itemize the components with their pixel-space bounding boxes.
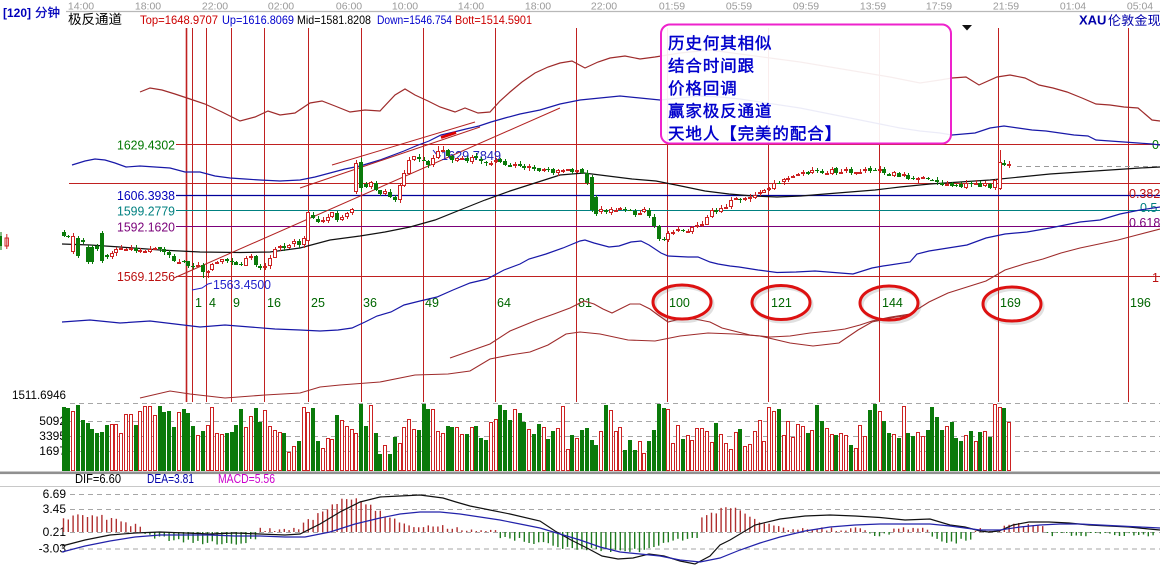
svg-text:DEA=3.81: DEA=3.81: [147, 472, 194, 486]
svg-text:17:59: 17:59: [926, 1, 952, 13]
svg-text:XAU: XAU: [1079, 13, 1106, 28]
svg-text:0.382: 0.382: [1129, 187, 1160, 201]
svg-text:6.69: 6.69: [43, 487, 67, 501]
svg-text:06:00: 06:00: [336, 1, 362, 13]
svg-text:[120]: [120]: [3, 6, 31, 20]
svg-text:3395: 3395: [39, 429, 66, 443]
svg-text:22:00: 22:00: [202, 1, 228, 13]
svg-text:14:00: 14:00: [68, 1, 94, 13]
svg-text:21:59: 21:59: [993, 1, 1019, 13]
svg-text:0.618: 0.618: [1129, 216, 1160, 230]
svg-text:1511.6946: 1511.6946: [12, 388, 66, 402]
svg-text:18:00: 18:00: [135, 1, 161, 13]
svg-text:3.45: 3.45: [43, 502, 67, 516]
svg-text:0.21: 0.21: [43, 525, 67, 539]
svg-text:05:04: 05:04: [1127, 1, 1153, 13]
svg-text:05:59: 05:59: [726, 1, 752, 13]
svg-text:1599.2779: 1599.2779: [117, 205, 175, 219]
svg-text:1569.1256: 1569.1256: [117, 270, 175, 284]
svg-text:18:00: 18:00: [525, 1, 551, 13]
svg-text:22:00: 22:00: [591, 1, 617, 13]
svg-text:9: 9: [233, 296, 240, 310]
svg-text:Top=1648.9707: Top=1648.9707: [140, 13, 218, 27]
svg-text:196: 196: [1130, 296, 1151, 310]
svg-text:1: 1: [195, 296, 202, 310]
svg-text:1629.4302: 1629.4302: [117, 139, 175, 153]
svg-text:0.5: 0.5: [1140, 201, 1157, 215]
svg-text:4: 4: [209, 296, 216, 310]
svg-text:1563.4500: 1563.4500: [213, 278, 271, 292]
svg-text:36: 36: [363, 296, 377, 310]
svg-text:5092: 5092: [39, 414, 66, 428]
svg-text:-3.03: -3.03: [39, 542, 67, 556]
svg-text:02:00: 02:00: [268, 1, 294, 13]
svg-text:Mid=1581.8208: Mid=1581.8208: [297, 13, 371, 27]
svg-text:09:59: 09:59: [793, 1, 819, 13]
svg-text:16: 16: [267, 296, 281, 310]
svg-text:169: 169: [1000, 296, 1021, 310]
svg-text:01:04: 01:04: [1060, 1, 1086, 13]
svg-text:10:00: 10:00: [392, 1, 418, 13]
svg-text:01:59: 01:59: [659, 1, 685, 13]
svg-text:1: 1: [1152, 271, 1159, 285]
svg-text:121: 121: [771, 296, 792, 310]
svg-text:Bott=1514.5901: Bott=1514.5901: [455, 13, 532, 27]
svg-text:100: 100: [669, 296, 690, 310]
svg-text:Down=1546.754: Down=1546.754: [377, 13, 452, 27]
svg-text:Up=1616.8069: Up=1616.8069: [222, 13, 294, 27]
svg-text:13:59: 13:59: [860, 1, 886, 13]
svg-text:14:00: 14:00: [458, 1, 484, 13]
svg-text:1606.3938: 1606.3938: [117, 189, 175, 203]
svg-text:64: 64: [497, 296, 511, 310]
svg-text:144: 144: [882, 296, 903, 310]
svg-text:1697: 1697: [39, 444, 66, 458]
svg-text:25: 25: [311, 296, 325, 310]
svg-text:DIF=6.60: DIF=6.60: [75, 472, 121, 486]
svg-text:81: 81: [578, 296, 592, 310]
svg-text:1592.1620: 1592.1620: [117, 221, 175, 235]
svg-text:MACD=5.56: MACD=5.56: [218, 472, 275, 486]
